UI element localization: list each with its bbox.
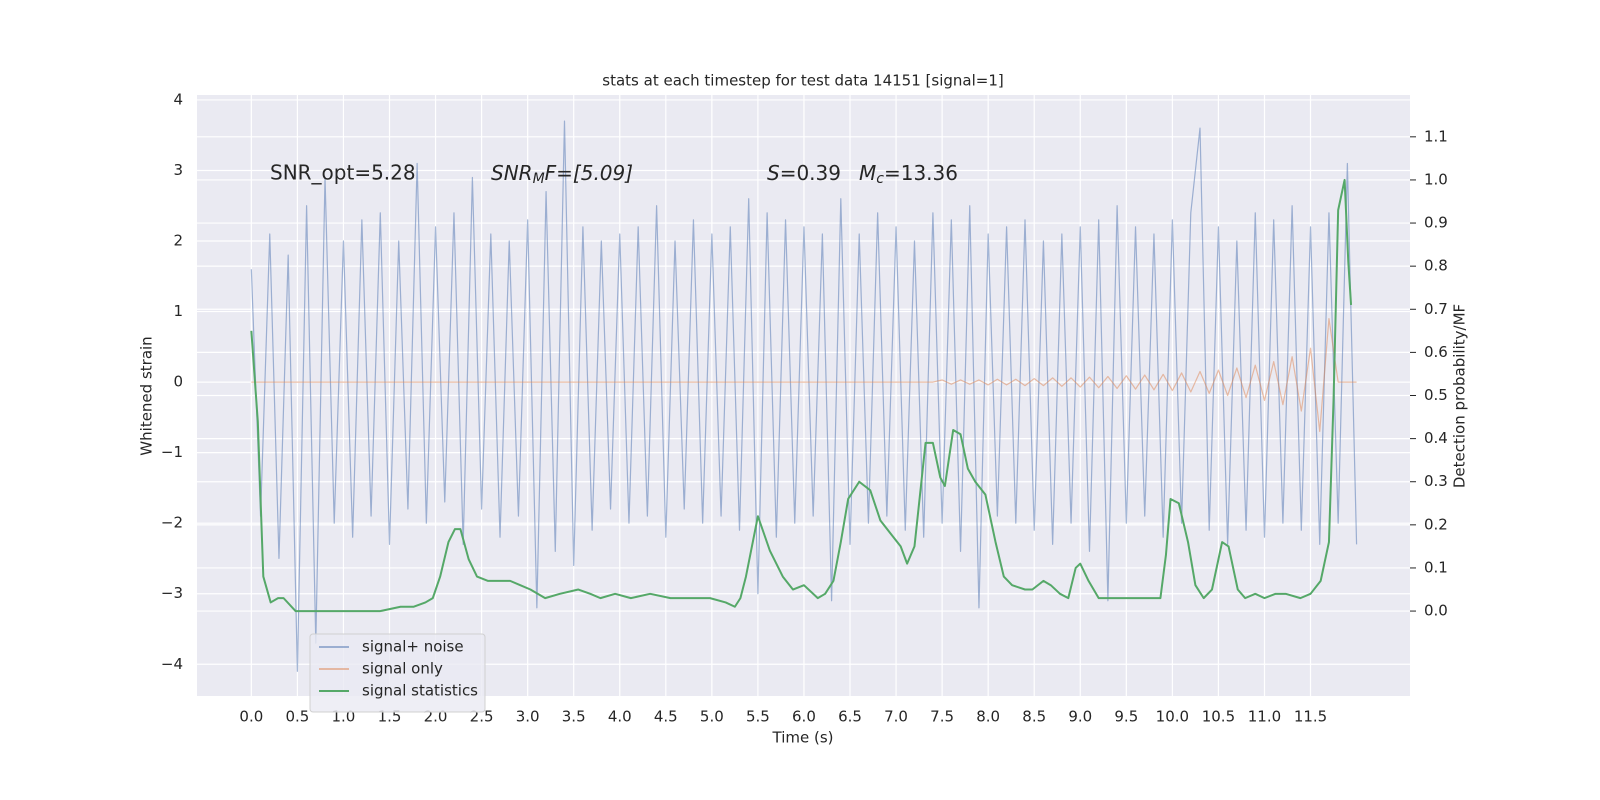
y-tick-label: 1 (173, 302, 183, 320)
x-tick-label: 9.5 (1114, 708, 1138, 726)
y2-tick-label: 0.2 (1424, 515, 1448, 533)
y-tick-label: 0 (173, 373, 183, 391)
y-tick-label: 3 (173, 161, 183, 179)
annotation-part: SNR (491, 161, 533, 185)
x-tick-label: 10.0 (1156, 708, 1189, 726)
y2-tick-label: 0.5 (1424, 386, 1448, 404)
x-tick-label: 10.5 (1202, 708, 1235, 726)
x-tick-label: 6.0 (792, 708, 816, 726)
y2-tick-label: 0.7 (1424, 300, 1448, 318)
legend-label: signal statistics (362, 682, 478, 700)
y-tick-label: 2 (173, 232, 183, 250)
series-line (250, 120, 1358, 672)
x-tick-label: 7.5 (930, 708, 954, 726)
x-tick-label: 7.0 (884, 708, 908, 726)
legend-label: signal only (362, 660, 443, 678)
x-tick-label: 8.5 (1022, 708, 1046, 726)
y2-tick-label: 0.3 (1424, 472, 1448, 490)
x-tick-label: 4.0 (608, 708, 632, 726)
x-tick-label: 8.0 (976, 708, 1000, 726)
x-tick-label: 0.0 (239, 708, 263, 726)
annotation: SNRMF=[5.09] (491, 161, 633, 188)
x-axis-label: Time (s) (772, 729, 834, 747)
x-tick-label: 6.5 (838, 708, 862, 726)
y2-tick-label: 0.1 (1424, 558, 1448, 576)
y2-tick-label: 0.8 (1424, 257, 1448, 275)
series-line (250, 178, 1353, 613)
annotation-part: =0.39 (780, 161, 841, 185)
x-tick-label: 5.0 (700, 708, 724, 726)
y-tick-label: −2 (161, 514, 183, 532)
y2-axis-label: Detection probability/MF (1451, 304, 1469, 488)
y2-tick-label: 1.1 (1424, 127, 1448, 145)
marks (250, 120, 1358, 672)
y2-tick-label: 0.0 (1424, 602, 1448, 620)
annotation-part: M (533, 171, 545, 187)
x-tick-label: 11.0 (1248, 708, 1281, 726)
legend: signal+ noise signal only signal statistic… (309, 633, 486, 713)
x-tick-label: 5.5 (746, 708, 770, 726)
annotation-part: S (767, 161, 780, 185)
series-line (251, 318, 1357, 433)
chart-title: stats at each timestep for test data 141… (602, 72, 1003, 90)
x-tick-label: 9.0 (1068, 708, 1092, 726)
annotation: SNR_opt=5.28 (270, 161, 416, 185)
y-tick-label: −3 (161, 584, 183, 602)
x-tick-label: 3.5 (562, 708, 586, 726)
legend-box (309, 633, 486, 713)
grid (197, 95, 1410, 696)
ticks: 0.0 0.5 1.0 1.5 2.0 2.5 3.0 3.5 4.0 4.5 5.0 5.5 6.0 6… (161, 90, 1448, 725)
annotation-part: M (859, 161, 876, 185)
x-tick-label: 11.5 (1294, 708, 1327, 726)
x-tick-label: 3.0 (516, 708, 540, 726)
y2-tick-label: 0.9 (1424, 214, 1448, 232)
y2-tick-label: 0.6 (1424, 343, 1448, 361)
annotation-part: F=[5.09] (545, 161, 633, 185)
y2-tick-label: 0.4 (1424, 429, 1448, 447)
y-tick-label: −4 (161, 655, 183, 673)
y2-tick-label: 1.0 (1424, 170, 1448, 188)
y-axis-label: Whitened strain (138, 336, 156, 455)
annotation: S=0.39 Mc=13.36 (767, 161, 958, 188)
x-tick-label: 4.5 (654, 708, 678, 726)
y-tick-label: 4 (173, 90, 183, 108)
annotation-part: c (876, 171, 884, 187)
x-tick-label: 0.5 (285, 708, 309, 726)
legend-label: signal+ noise (362, 638, 464, 656)
y-tick-label: −1 (161, 443, 183, 461)
annotation-part: =13.36 (884, 161, 958, 185)
